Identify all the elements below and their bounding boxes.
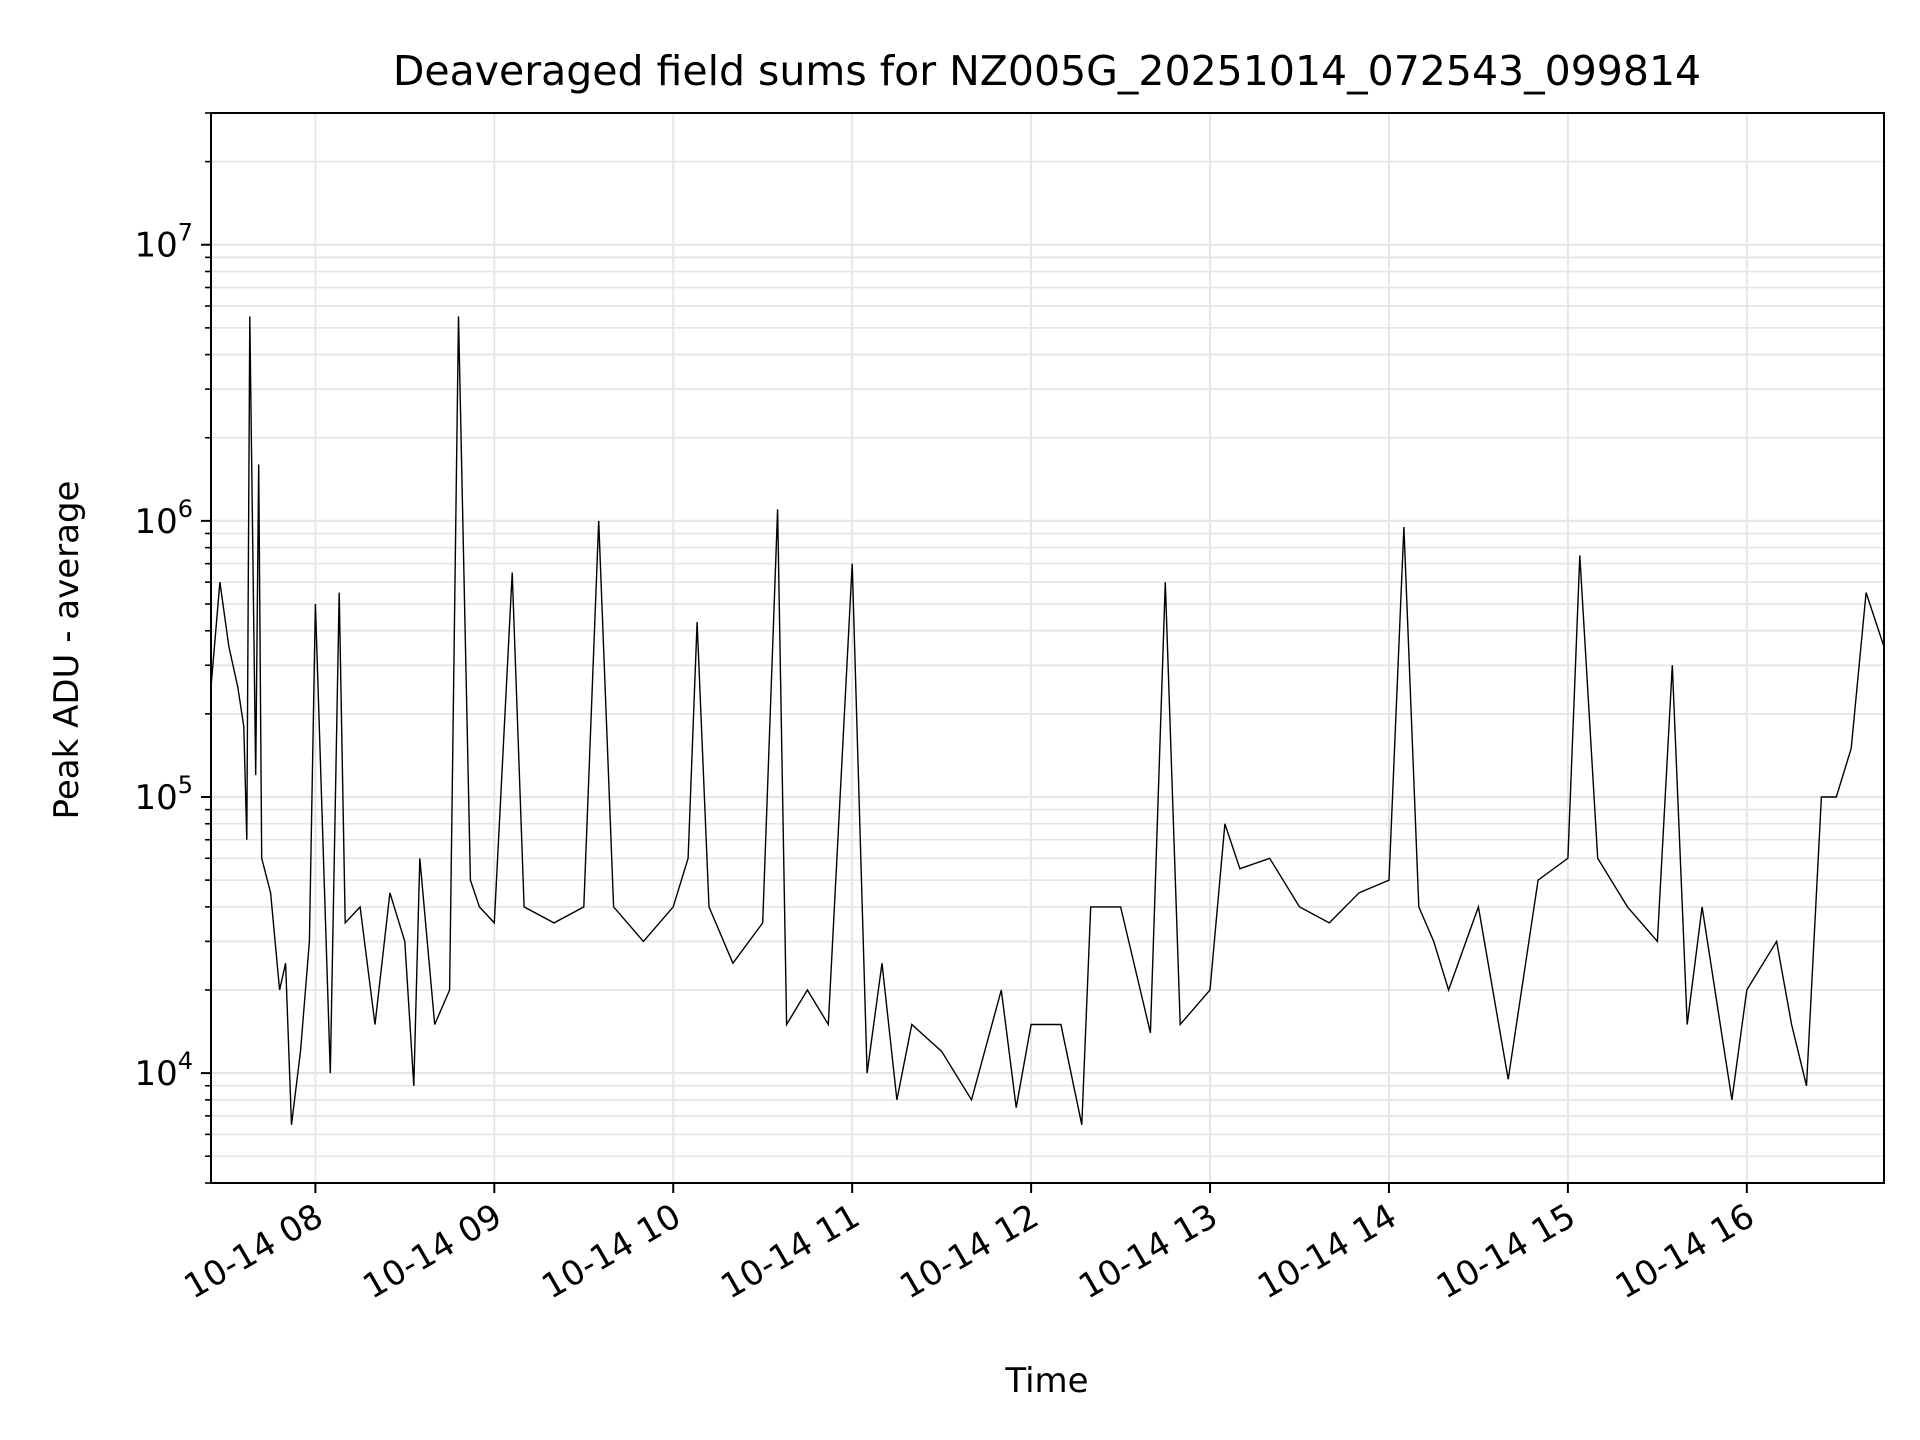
y-tick-label: 104 [134, 1047, 193, 1094]
y-axis-title: Peak ADU - average [47, 481, 87, 820]
plot-frame [210, 112, 1885, 1184]
axes [201, 112, 1885, 1193]
y-tick-label: 105 [134, 771, 193, 818]
x-axis-title: Time [1004, 1361, 1088, 1401]
y-tick-labels: 104 105 106 107 [134, 219, 193, 1094]
y-tick-label: 107 [134, 219, 193, 266]
series-line [210, 316, 1885, 1125]
y-tick-label: 106 [134, 495, 193, 542]
plot-area [210, 316, 1885, 1125]
chart-title: Deaveraged field sums for NZ005G_2025101… [393, 47, 1701, 95]
